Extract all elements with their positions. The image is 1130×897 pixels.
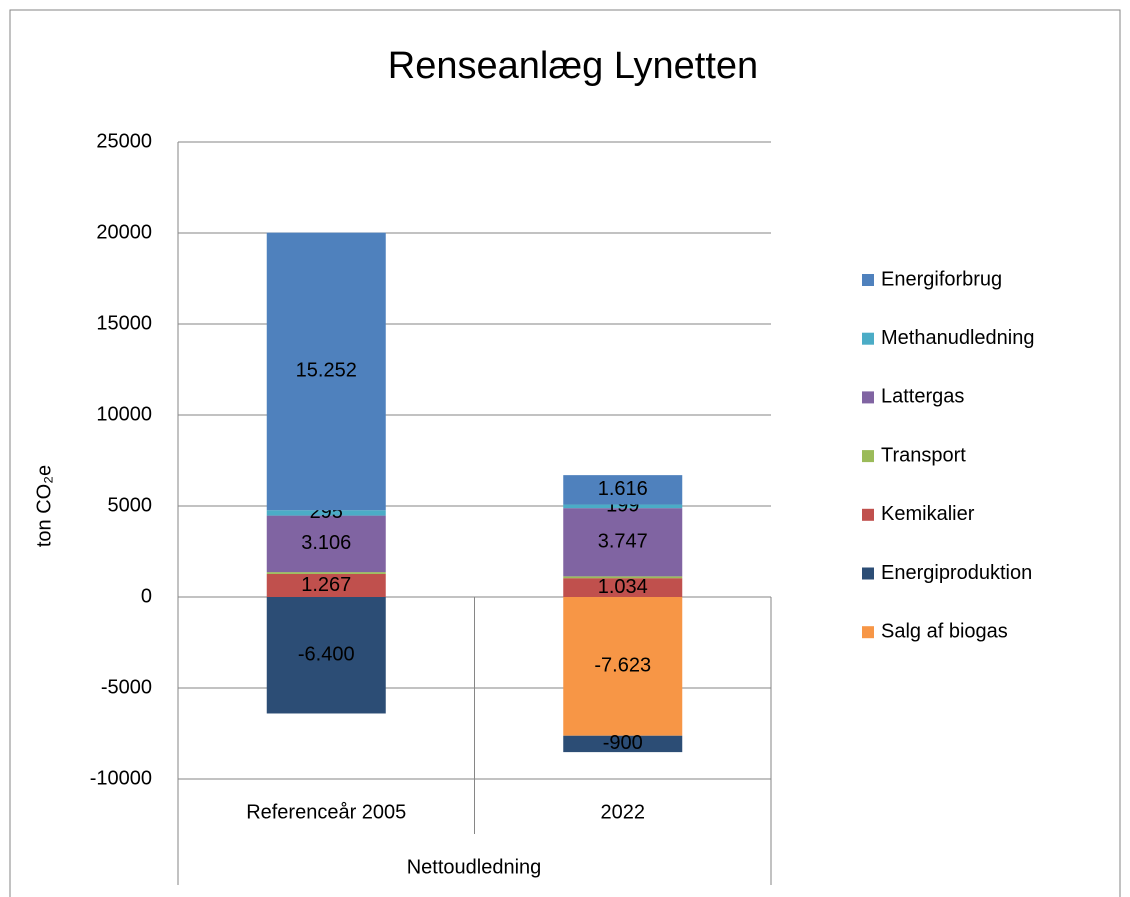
data-label: -900	[603, 732, 643, 754]
y-tick-label: 25000	[96, 130, 152, 152]
y-tick-label: -10000	[90, 767, 152, 789]
data-label: -6.400	[298, 644, 355, 666]
legend-label: Energiproduktion	[881, 562, 1032, 584]
data-label: 15.252	[296, 360, 357, 382]
legend-label: Transport	[881, 444, 966, 466]
y-tick-label: -5000	[101, 676, 152, 698]
legend-swatch	[862, 391, 874, 404]
bar-segment	[266, 572, 386, 574]
bar-segment	[266, 573, 386, 597]
bar-segment	[563, 597, 683, 736]
data-label: 1.267	[301, 574, 351, 596]
legend-label: Lattergas	[881, 386, 964, 408]
bar-segment	[563, 504, 683, 509]
bar-segment	[563, 576, 683, 579]
legend-label: Salg af biogas	[881, 620, 1008, 642]
legend-swatch	[862, 274, 874, 286]
data-label: 3.106	[301, 532, 351, 554]
bar-segment	[266, 515, 386, 573]
legend-label: Energiforbrug	[881, 268, 1002, 290]
data-label: -7.623	[594, 655, 651, 677]
y-tick-label: 0	[141, 585, 152, 607]
x-group-label: Nettoudledning	[407, 856, 542, 878]
legend-swatch	[862, 567, 874, 580]
bar-segment	[563, 735, 683, 753]
data-label: 1.616	[598, 478, 648, 500]
data-label: 3.747	[598, 531, 648, 553]
y-tick-label: 20000	[96, 221, 152, 243]
bar-segment	[266, 232, 386, 511]
legend-swatch	[862, 626, 874, 639]
chart-title: Renseanlæg Lynetten	[388, 45, 758, 87]
x-tick-label: 2022	[601, 801, 646, 823]
y-tick-label: 15000	[96, 312, 152, 334]
legend-swatch	[862, 508, 874, 521]
bar-segment	[266, 597, 386, 714]
legend-swatch	[862, 332, 874, 345]
bar-segment	[266, 510, 386, 516]
y-tick-label: 10000	[96, 403, 152, 425]
legend-label: Kemikalier	[881, 503, 975, 525]
bar-segment	[563, 578, 683, 597]
bar-segment	[563, 508, 683, 577]
bar-segment	[563, 475, 683, 505]
legend-label: Methanudledning	[881, 327, 1034, 349]
data-label: 1.034	[598, 576, 648, 598]
legend-swatch	[862, 450, 874, 463]
y-tick-label: 5000	[108, 494, 153, 516]
x-tick-label: Referenceår 2005	[246, 801, 406, 823]
y-axis-title: ton CO₂e	[33, 465, 55, 547]
